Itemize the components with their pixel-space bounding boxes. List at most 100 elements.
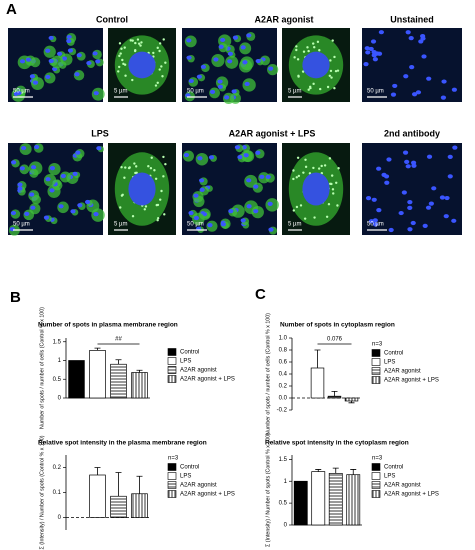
spot — [307, 88, 310, 91]
spot — [307, 49, 310, 53]
legend-label: A2AR agonist + LPS — [180, 492, 235, 498]
nucleus — [265, 174, 271, 180]
nucleus — [228, 209, 234, 214]
legend-swatch — [371, 472, 381, 480]
spot — [117, 70, 120, 73]
spot — [295, 176, 298, 179]
nucleus — [418, 39, 424, 44]
spot — [162, 175, 165, 178]
nucleus — [407, 200, 413, 205]
nucleus — [384, 180, 390, 185]
y-tick-label: 0.6 — [279, 360, 288, 366]
nucleus — [21, 145, 27, 151]
nucleus — [425, 205, 432, 210]
spot — [308, 85, 312, 89]
spot — [312, 82, 315, 86]
spot — [120, 165, 123, 169]
micrograph — [8, 143, 105, 236]
spot — [296, 156, 300, 159]
nucleus — [440, 95, 447, 100]
legend-swatch — [371, 490, 381, 498]
nucleus — [364, 46, 370, 51]
nucleus — [193, 193, 199, 198]
nucleus — [302, 172, 330, 206]
nucleus — [267, 201, 273, 206]
spot — [128, 166, 131, 169]
spot — [319, 87, 322, 91]
spot — [133, 49, 137, 53]
spot — [336, 69, 340, 72]
legend-label: LPS — [180, 474, 191, 480]
nucleus — [373, 51, 379, 56]
legend-label: A2AR agonist — [384, 483, 421, 489]
nucleus — [302, 51, 330, 79]
micrograph — [182, 28, 279, 105]
legend-label: Control — [180, 350, 199, 356]
nucleus — [224, 95, 230, 100]
spot — [118, 54, 121, 58]
nucleus — [58, 204, 64, 209]
spot — [156, 81, 159, 84]
error-bar — [332, 467, 339, 474]
scale-label: 50 µm — [367, 89, 384, 95]
nucleus — [402, 150, 409, 155]
nucleus — [199, 187, 205, 192]
y-tick-label: 0.4 — [279, 372, 288, 378]
spot — [301, 70, 305, 73]
nucleus — [426, 154, 433, 159]
nucleus — [93, 91, 99, 96]
inset — [282, 28, 350, 102]
y-tick-label: 0 — [58, 396, 62, 402]
nucleus — [452, 145, 458, 150]
image-title: A2AR agonist + LPS — [229, 128, 316, 138]
spot — [140, 41, 143, 44]
bar — [310, 367, 325, 399]
bar — [89, 350, 106, 399]
nucleus — [451, 218, 457, 223]
error-bar — [136, 369, 143, 373]
legend-label: A2AR agonist + LPS — [384, 378, 439, 384]
bar — [328, 473, 343, 526]
y-tick-label: 0 — [58, 515, 62, 521]
nucleus — [227, 59, 233, 64]
nucleus — [447, 174, 453, 179]
spot — [297, 74, 300, 78]
error-bar — [94, 467, 101, 475]
spot — [320, 164, 323, 168]
spot — [313, 216, 316, 219]
nucleus — [403, 74, 409, 79]
nucleus — [45, 48, 51, 53]
micrograph — [362, 143, 462, 235]
nucleus — [411, 92, 418, 97]
spot — [330, 182, 333, 186]
spot — [118, 42, 122, 45]
legend-swatch — [371, 358, 381, 366]
nucleus — [30, 165, 37, 170]
spot — [136, 38, 140, 41]
nucleus — [411, 163, 417, 168]
spot — [306, 46, 309, 49]
nucleus — [227, 51, 233, 56]
spot — [131, 215, 135, 218]
nucleus — [77, 203, 83, 208]
nucleus — [9, 227, 15, 232]
legend-label: LPS — [180, 359, 191, 365]
image-background — [362, 143, 462, 235]
nucleus — [45, 177, 51, 182]
spot — [164, 61, 167, 64]
legend-label: Control — [384, 465, 403, 471]
nucleus — [253, 209, 259, 214]
spot — [316, 40, 320, 44]
micrograph — [8, 28, 105, 102]
error-bar — [348, 401, 355, 404]
nucleus — [29, 192, 35, 197]
spot — [152, 51, 155, 55]
bar — [346, 474, 361, 526]
spot — [327, 203, 331, 206]
scale-label: 50 µm — [13, 222, 30, 228]
nucleus — [268, 227, 274, 232]
nucleus — [220, 37, 226, 43]
legend-label: A2AR agonist — [384, 369, 421, 375]
legend-label: A2AR agonist + LPS — [180, 377, 235, 383]
